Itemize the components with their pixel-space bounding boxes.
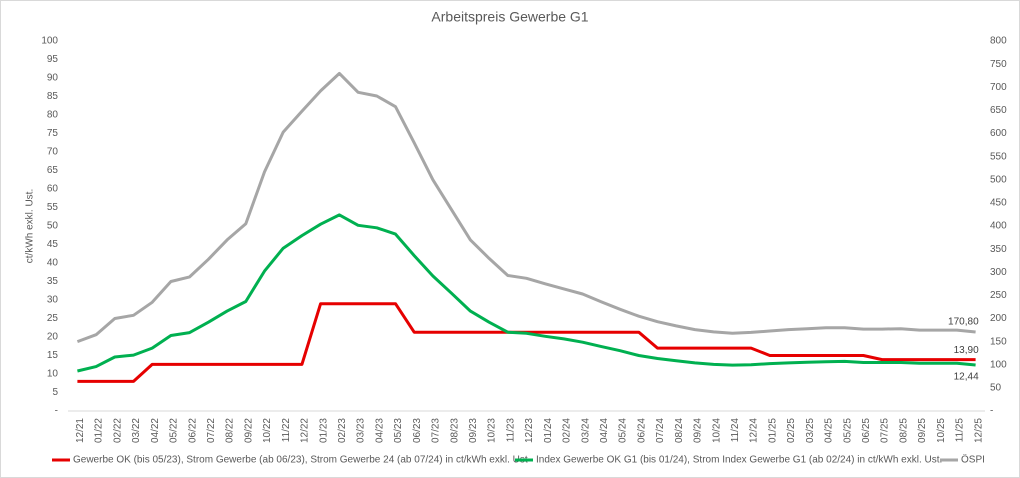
x-tick-label: 06/22 (187, 418, 198, 443)
x-tick-label: 01/24 (543, 418, 554, 443)
y-tick-label: 50 (47, 221, 59, 232)
x-tick-label: 07/24 (655, 418, 666, 443)
y2-tick-label: 650 (990, 105, 1007, 116)
x-tick-label: 09/25 (917, 418, 928, 443)
x-tick-label: 07/25 (880, 418, 891, 443)
x-tick-label: 08/23 (449, 418, 460, 443)
y-tick-label: 70 (47, 147, 59, 158)
x-tick-label: 03/22 (131, 418, 142, 443)
value-label: 13,90 (954, 345, 979, 356)
x-tick-label: 01/23 (318, 418, 329, 443)
y2-tick-label: 200 (990, 313, 1007, 324)
y2-tick-label: 250 (990, 290, 1007, 301)
y-tick-label: 100 (41, 36, 58, 47)
x-tick-label: 04/22 (150, 418, 161, 443)
y2-tick-label: - (990, 406, 993, 417)
y-tick-label: 80 (47, 110, 59, 121)
x-tick-label: 08/22 (225, 418, 236, 443)
chart-title: Arbeitspreis Gewerbe G1 (431, 9, 588, 25)
legend-label: Gewerbe OK (bis 05/23), Strom Gewerbe (a… (73, 455, 528, 466)
x-tick-label: 06/24 (636, 418, 647, 443)
y-tick-label: - (55, 406, 58, 417)
y2-tick-label: 600 (990, 128, 1007, 139)
x-tick-label: 09/22 (243, 418, 254, 443)
y2-tick-label: 300 (990, 267, 1007, 278)
y-axis-label: ct/kWh exkl. Ust. (25, 189, 36, 263)
x-tick-label: 08/24 (674, 418, 685, 443)
y-tick-label: 35 (47, 276, 59, 287)
y2-tick-label: 350 (990, 244, 1007, 255)
y2-tick-label: 700 (990, 82, 1007, 93)
x-tick-label: 03/23 (356, 418, 367, 443)
x-tick-label: 02/23 (337, 418, 348, 443)
y2-tick-label: 50 (990, 383, 1002, 394)
x-tick-label: 12/21 (75, 418, 86, 443)
series-line (76, 71, 976, 344)
x-tick-label: 11/25 (955, 418, 966, 443)
y-tick-label: 45 (47, 239, 59, 250)
x-tick-label: 05/24 (618, 418, 629, 443)
y-tick-label: 25 (47, 313, 59, 324)
y-tick-label: 5 (52, 387, 58, 398)
y2-tick-label: 800 (990, 36, 1007, 47)
x-tick-label: 03/25 (805, 418, 816, 443)
x-tick-label: 11/22 (281, 418, 292, 443)
value-label: 12,44 (954, 372, 979, 383)
x-tick-label: 02/25 (786, 418, 797, 443)
y-tick-label: 20 (47, 332, 59, 343)
y-tick-label: 95 (47, 54, 59, 65)
y-tick-label: 55 (47, 202, 59, 213)
x-tick-label: 06/23 (412, 418, 423, 443)
x-tick-label: 02/24 (562, 418, 573, 443)
y-tick-label: 85 (47, 91, 59, 102)
x-tick-label: 04/23 (374, 418, 385, 443)
x-tick-label: 10/23 (487, 418, 498, 443)
x-tick-label: 10/22 (262, 418, 273, 443)
x-tick-label: 01/22 (94, 418, 105, 443)
x-tick-label: 04/24 (599, 418, 610, 443)
value-label: 170,80 (948, 317, 979, 328)
x-tick-label: 06/25 (861, 418, 872, 443)
y-tick-label: 15 (47, 350, 59, 361)
x-tick-label: 08/25 (898, 418, 909, 443)
x-tick-label: 12/23 (524, 418, 535, 443)
series-line (77, 213, 976, 373)
y-tick-label: 90 (47, 73, 59, 84)
x-tick-label: 11/24 (730, 418, 741, 443)
legend-label: Index Gewerbe OK G1 (bis 01/24), Strom I… (536, 455, 942, 466)
x-tick-label: 04/25 (824, 418, 835, 443)
x-tick-label: 12/25 (973, 418, 984, 443)
x-tick-label: 07/23 (431, 418, 442, 443)
x-tick-label: 03/24 (580, 418, 591, 443)
y2-tick-label: 400 (990, 221, 1007, 232)
x-tick-label: 05/25 (842, 418, 853, 443)
x-tick-label: 10/25 (936, 418, 947, 443)
y2-tick-label: 500 (990, 174, 1007, 185)
x-tick-label: 05/23 (393, 418, 404, 443)
y-tick-label: 40 (47, 258, 59, 269)
x-tick-label: 12/22 (300, 418, 311, 443)
legend-label: ÖSPI (961, 454, 985, 466)
x-tick-label: 10/24 (711, 418, 722, 443)
x-tick-label: 01/25 (767, 418, 778, 443)
y2-tick-label: 150 (990, 336, 1007, 347)
y-tick-label: 30 (47, 295, 59, 306)
y2-tick-label: 750 (990, 59, 1007, 70)
x-tick-label: 07/22 (206, 418, 217, 443)
y2-tick-label: 450 (990, 198, 1007, 209)
y-tick-label: 65 (47, 165, 59, 176)
y-tick-label: 60 (47, 184, 59, 195)
x-tick-label: 02/22 (112, 418, 123, 443)
y-tick-label: 75 (47, 128, 59, 139)
y2-tick-label: 550 (990, 151, 1007, 162)
x-tick-label: 09/24 (693, 418, 704, 443)
x-tick-label: 09/23 (468, 418, 479, 443)
y-tick-label: 10 (47, 369, 59, 380)
x-tick-label: 05/22 (169, 418, 180, 443)
y2-tick-label: 100 (990, 359, 1007, 370)
x-tick-label: 11/23 (505, 418, 516, 443)
x-tick-label: 12/24 (749, 418, 760, 443)
